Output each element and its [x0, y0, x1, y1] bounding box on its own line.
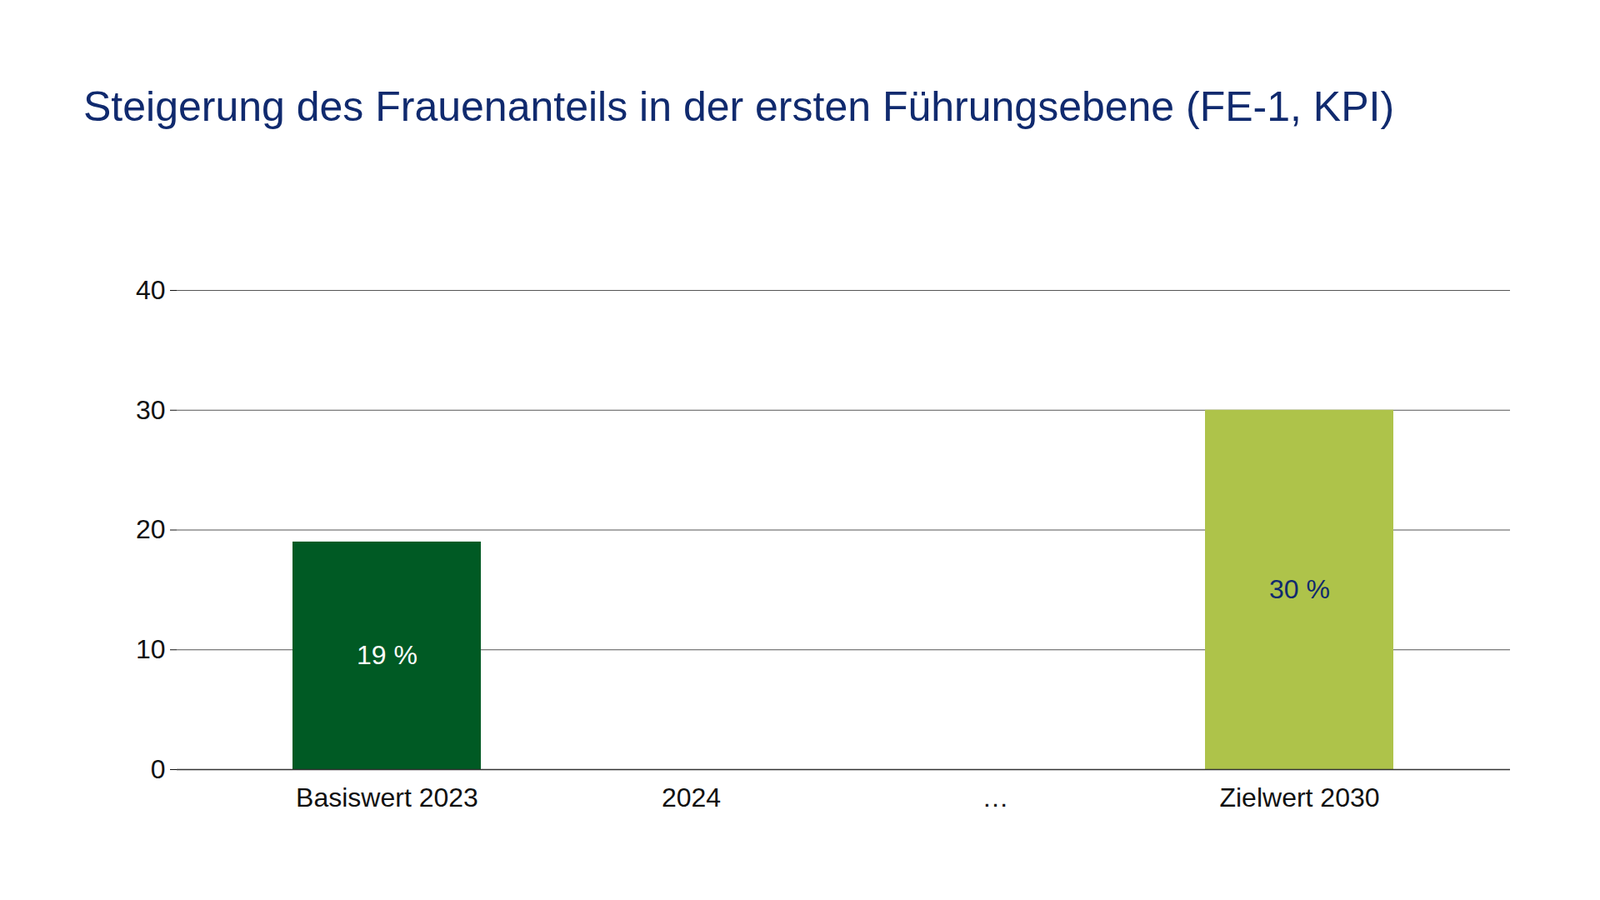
- svg-text:Zielwert 2030: Zielwert 2030: [1219, 782, 1380, 813]
- svg-text:10: 10: [135, 634, 166, 665]
- svg-text:30 %: 30 %: [1269, 574, 1330, 605]
- svg-text:40: 40: [135, 275, 166, 305]
- svg-text:30: 30: [135, 394, 166, 425]
- svg-text:20: 20: [135, 514, 166, 545]
- svg-text:2024: 2024: [661, 782, 721, 813]
- svg-text:19 %: 19 %: [356, 640, 418, 670]
- svg-text:Basiswert 2023: Basiswert 2023: [295, 782, 479, 813]
- html-text:Steigerung des Frauenanteils i: Steigerung des Frauenanteils in der erst…: [83, 83, 1395, 130]
- svg-text:…: …: [982, 782, 1010, 813]
- svg-text:0: 0: [150, 754, 166, 785]
